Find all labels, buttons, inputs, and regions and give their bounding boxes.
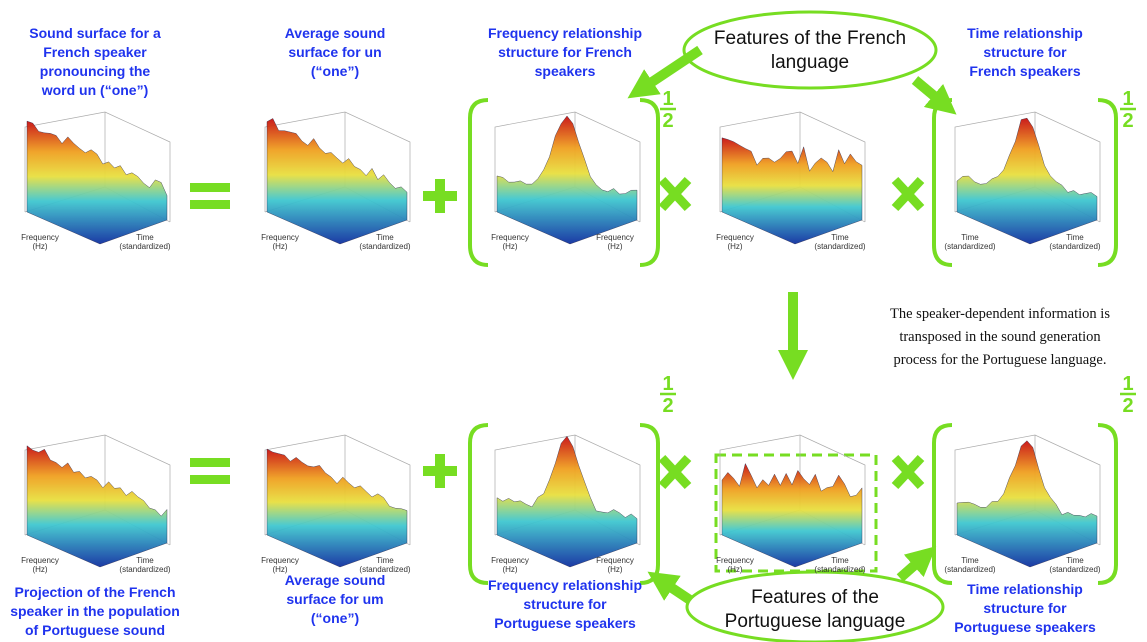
caption: Frequency relationship: [488, 25, 642, 41]
surface: [27, 446, 167, 567]
caption: surface for un: [288, 44, 381, 60]
fraction: 2: [662, 395, 673, 417]
caption: speakers: [535, 63, 596, 79]
surface: [497, 436, 637, 567]
axis-label: (Hz): [727, 565, 742, 574]
axis-label: (standardized): [944, 242, 995, 251]
axis-label: Frequency: [261, 233, 299, 242]
feature-label: Features of the French: [714, 28, 906, 49]
fraction: 1: [1122, 88, 1133, 110]
axis-label: Time: [136, 556, 154, 565]
axis-label: (Hz): [32, 242, 47, 251]
ellipse: [684, 12, 936, 88]
feature-label: language: [771, 52, 849, 73]
feature-label: Features of the: [751, 587, 879, 608]
surface: [722, 138, 862, 244]
axis-label: (Hz): [727, 242, 742, 251]
note: process for the Portuguese language.: [893, 352, 1106, 368]
axis-label: Frequency: [596, 556, 634, 565]
caption: Portuguese speakers: [494, 615, 636, 631]
axis-label: (standardized): [814, 242, 865, 251]
axis-label: Frequency: [716, 233, 754, 242]
axis-label: (standardized): [814, 565, 865, 574]
axis-label: Frequency: [491, 233, 529, 242]
surface: [957, 118, 1097, 244]
axis-label: (Hz): [272, 565, 287, 574]
caption: Average sound: [285, 572, 386, 588]
surface: [267, 118, 407, 244]
axis-label: Time: [831, 556, 849, 565]
axis-label: Frequency: [261, 556, 299, 565]
caption: French speaker: [43, 44, 147, 60]
caption: Frequency relationship: [488, 577, 642, 593]
caption: speaker in the population: [10, 603, 180, 619]
caption: Time relationship: [967, 581, 1083, 597]
diagram: Sound surface for a French speaker pronoun…: [0, 0, 1147, 642]
axis-label: (Hz): [32, 565, 47, 574]
caption: (“one”): [311, 63, 359, 79]
axis-label: (Hz): [607, 565, 622, 574]
note: transposed in the sound generation: [899, 329, 1101, 345]
axis-label: Frequency: [491, 556, 529, 565]
caption: word un (“one”): [41, 82, 149, 98]
fraction: 2: [1122, 395, 1133, 417]
axis-label: (standardized): [944, 565, 995, 574]
caption: structure for French: [498, 44, 632, 60]
axis-label: (Hz): [502, 242, 517, 251]
axis-label: Time: [376, 556, 394, 565]
surface: [27, 121, 167, 244]
note: The speaker-dependent information is: [890, 306, 1110, 322]
axis-label: (Hz): [607, 242, 622, 251]
feature-label: Portuguese language: [725, 611, 906, 632]
caption: Time relationship: [967, 25, 1083, 41]
axis-label: (standardized): [119, 565, 170, 574]
axis-label: Frequency: [716, 556, 754, 565]
axis-label: Frequency: [21, 556, 59, 565]
axis-label: (standardized): [359, 565, 410, 574]
caption: of Portuguese sound: [25, 622, 165, 638]
axis-label: Time: [961, 233, 979, 242]
surface: [957, 441, 1097, 567]
caption: structure for: [523, 596, 607, 612]
axis-label: Time: [376, 233, 394, 242]
fraction: 2: [662, 110, 673, 132]
caption: structure for: [983, 44, 1067, 60]
axis-label: Time: [136, 233, 154, 242]
surface: [267, 449, 407, 567]
axis-label: (Hz): [502, 565, 517, 574]
caption: Average sound: [285, 25, 386, 41]
caption: Sound surface for a: [29, 25, 161, 41]
fraction: 1: [662, 373, 673, 395]
caption: surface for um: [286, 591, 383, 607]
axis-label: (standardized): [1049, 565, 1100, 574]
axis-label: Time: [1066, 556, 1084, 565]
axis-label: (standardized): [119, 242, 170, 251]
axis-label: Time: [961, 556, 979, 565]
caption: Portuguese speakers: [954, 619, 1096, 635]
caption: French speakers: [969, 63, 1080, 79]
axis-label: Time: [831, 233, 849, 242]
fraction: 1: [1122, 373, 1133, 395]
surface: [722, 464, 862, 567]
caption: Projection of the French: [14, 584, 175, 600]
axis-label: (Hz): [272, 242, 287, 251]
axis-label: Frequency: [596, 233, 634, 242]
axis-label: (standardized): [1049, 242, 1100, 251]
surface: [497, 116, 637, 244]
fraction: 1: [662, 88, 673, 110]
axis-label: Time: [1066, 233, 1084, 242]
caption: structure for: [983, 600, 1067, 616]
fraction: 2: [1122, 110, 1133, 132]
axis-label: (standardized): [359, 242, 410, 251]
caption: (“one”): [311, 610, 359, 626]
axis-label: Frequency: [21, 233, 59, 242]
caption: pronouncing the: [40, 63, 151, 79]
